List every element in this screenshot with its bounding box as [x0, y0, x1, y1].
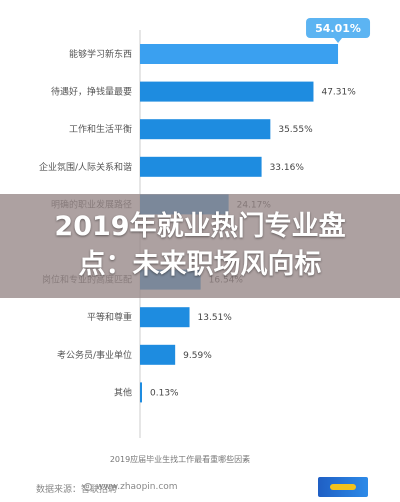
category-label: 其他 — [114, 386, 132, 398]
bar — [140, 44, 339, 64]
headline-line-1: 2019年就业热门专业盘 — [54, 211, 346, 242]
category-label: 企业氛围/人际关系和谐 — [39, 161, 132, 173]
headline-line-2: 点：未来职场风向标 — [78, 249, 322, 280]
footer: 数据来源：智联招聘 www.zhaopin.com — [0, 474, 400, 502]
category-label: 待遇好，挣钱量最要 — [51, 86, 132, 98]
bar — [140, 382, 142, 403]
bar — [140, 119, 271, 140]
highlight-callout: 54.01% — [306, 18, 371, 43]
highlight-callout-box — [306, 18, 371, 38]
headline-overlay: 2019年就业热门专业盘 点：未来职场风向标 — [0, 194, 400, 298]
zhaopin-logo-mark — [330, 484, 356, 490]
category-label: 平等和尊重 — [87, 311, 132, 323]
category-label: 工作和生活平衡 — [69, 123, 132, 135]
value-label: 0.13% — [150, 388, 179, 398]
x-axis-caption: 2019应届毕业生找工作最看重哪些因素 — [110, 454, 250, 464]
highlight-callout-value: 54.01% — [315, 22, 361, 35]
value-label: 33.16% — [270, 163, 305, 173]
globe-icon — [84, 483, 92, 491]
bar — [140, 344, 176, 365]
value-label: 9.59% — [183, 351, 212, 361]
value-label: 47.31% — [321, 88, 356, 98]
highlight-callout-tail — [334, 38, 343, 43]
value-label: 35.55% — [278, 125, 313, 135]
zhaopin-logo — [318, 477, 368, 497]
bar — [140, 81, 314, 102]
category-label: 考公务员/事业单位 — [57, 349, 132, 361]
footer-source: 数据来源：智联招聘 — [36, 485, 118, 495]
category-label: 能够学习新东西 — [69, 48, 132, 60]
bar — [140, 156, 262, 177]
value-label: 13.51% — [198, 313, 233, 323]
footer-url[interactable]: www.zhaopin.com — [96, 482, 178, 492]
bar — [140, 307, 190, 328]
